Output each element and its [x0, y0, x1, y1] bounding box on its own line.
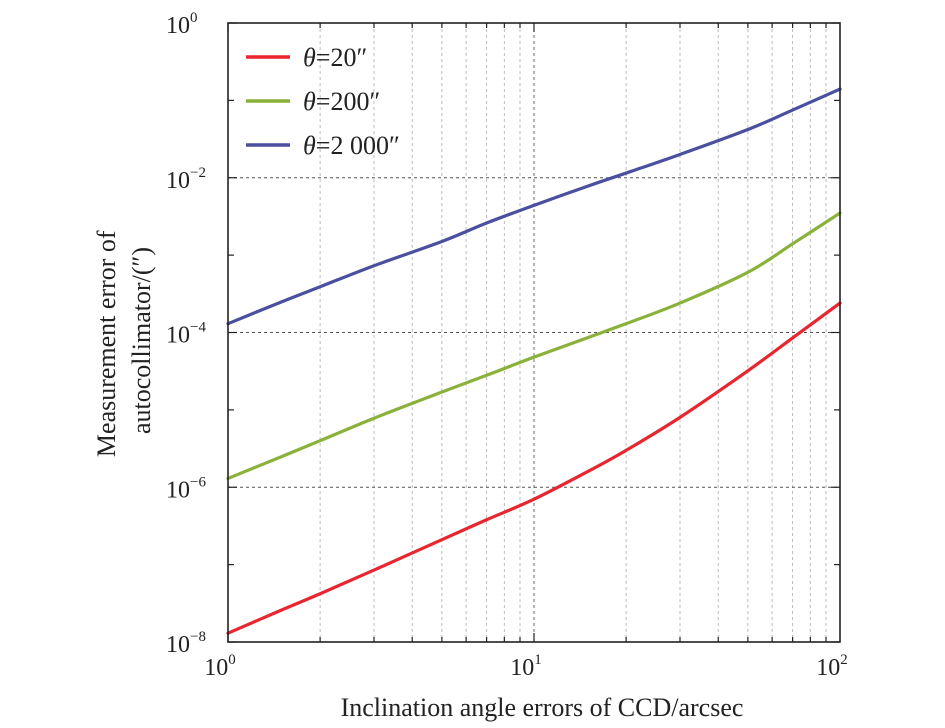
legend-label-2: θ=200″ [303, 87, 380, 116]
y-tick-label-base: 10 [166, 13, 190, 39]
x-tick-label-base: 10 [816, 655, 840, 681]
series-line-3 [226, 87, 842, 326]
x-tick-label: 101 [510, 652, 542, 681]
legend-label-value: =200″ [316, 87, 381, 116]
y-tick-label-exponent: −2 [190, 165, 206, 181]
series-line-1 [226, 301, 842, 635]
legend-label-symbol: θ [303, 87, 316, 116]
label-layer: Inclination angle errors of CCD/arcsec M… [92, 224, 744, 722]
legend: θ=20″θ=200″θ=2 000″ [246, 43, 400, 160]
legend-label-symbol: θ [303, 43, 316, 72]
series-layer [226, 87, 842, 635]
legend-label-symbol: θ [303, 131, 316, 160]
x-tick-label-exponent: 0 [228, 652, 236, 668]
y-tick-label-exponent: −4 [190, 320, 206, 336]
y-tick-label-base: 10 [166, 477, 190, 503]
y-tick-label: 100 [166, 10, 198, 39]
y-tick-label-base: 10 [166, 168, 190, 194]
x-axis-label: Inclination angle errors of CCD/arcsec [341, 693, 744, 722]
y-tick-label-exponent: 0 [190, 10, 198, 26]
legend-label-value: =2 000″ [316, 131, 400, 160]
y-axis-label: Measurement error of autocollimator/(″) [92, 224, 156, 457]
y-tick-label-base: 10 [166, 632, 190, 658]
series-line-2 [226, 211, 842, 481]
x-tick-label-base: 10 [510, 655, 534, 681]
legend-label-value: =20″ [316, 43, 368, 72]
x-tick-label: 102 [816, 652, 848, 681]
y-tick-label-base: 10 [166, 323, 190, 349]
x-tick-label: 100 [204, 652, 236, 681]
x-tick-label-exponent: 2 [840, 652, 848, 668]
x-tick-label-base: 10 [204, 655, 228, 681]
y-tick-label-exponent: −6 [190, 474, 206, 490]
y-axis-label-line-1: Measurement error of [92, 230, 121, 457]
y-tick-label: 10−8 [166, 629, 206, 658]
y-tick-label: 10−4 [166, 320, 206, 349]
y-tick-label: 10−2 [166, 165, 206, 194]
legend-label-1: θ=20″ [303, 43, 367, 72]
legend-label-3: θ=2 000″ [303, 131, 400, 160]
y-tick-label-exponent: −8 [190, 629, 206, 645]
y-axis-label-line-2: autocollimator/(″) [127, 247, 156, 434]
y-tick-label: 10−6 [166, 474, 206, 503]
x-tick-label-exponent: 1 [534, 652, 542, 668]
